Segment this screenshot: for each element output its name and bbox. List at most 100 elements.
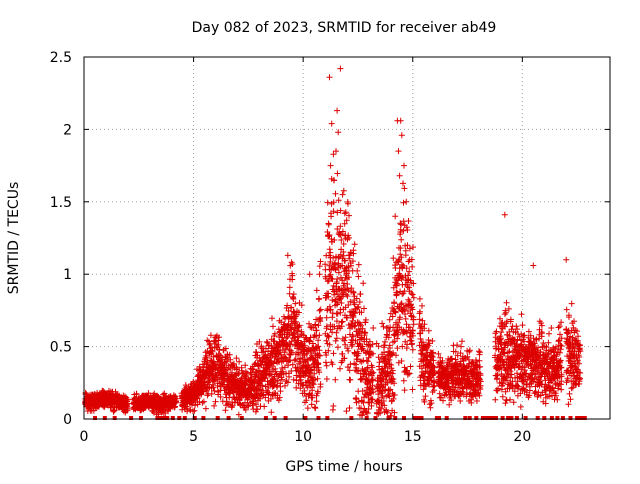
data-point (303, 397, 310, 404)
data-point (325, 347, 332, 354)
y-tick-label: 1.5 (50, 195, 72, 211)
data-point (286, 373, 292, 380)
data-point (334, 344, 341, 351)
data-point (341, 337, 348, 344)
data-point (330, 350, 337, 357)
data-point (345, 302, 352, 308)
data-point (350, 289, 357, 296)
data-point (315, 337, 322, 344)
data-point (227, 356, 234, 363)
data-point (323, 352, 330, 358)
data-point (330, 151, 337, 158)
data-point (209, 381, 216, 388)
data-point (332, 376, 339, 383)
data-point (340, 252, 347, 259)
data-point (316, 307, 323, 314)
data-point (282, 382, 288, 389)
data-point (215, 341, 222, 348)
data-point (314, 375, 321, 382)
data-point (235, 371, 242, 377)
data-point (193, 394, 200, 401)
data-point (348, 336, 355, 343)
data-point (342, 257, 349, 264)
data-point (284, 302, 291, 309)
data-point (236, 358, 243, 365)
data-point (339, 277, 346, 284)
data-point (344, 314, 351, 321)
data-point (285, 307, 292, 314)
data-point (339, 318, 346, 325)
data-point (315, 343, 322, 350)
data-point (328, 213, 335, 220)
data-point (232, 371, 239, 378)
data-point (285, 321, 292, 327)
data-point (340, 241, 347, 247)
data-points (82, 65, 587, 420)
data-point (334, 291, 341, 297)
data-point (200, 398, 207, 405)
data-point (271, 330, 278, 337)
data-point (338, 323, 345, 330)
data-point (290, 376, 297, 383)
data-point (305, 379, 312, 385)
data-point (222, 345, 229, 352)
data-point (315, 322, 322, 329)
y-axis-label: SRMTID / TECUs (6, 182, 22, 295)
data-point (192, 402, 198, 409)
data-point (208, 390, 215, 397)
data-point (341, 355, 348, 362)
data-point (327, 306, 334, 313)
grid-lines (84, 57, 610, 419)
data-point (334, 209, 341, 216)
data-point (210, 358, 217, 365)
data-point (313, 333, 320, 339)
data-point (316, 369, 323, 376)
data-point (351, 301, 358, 308)
data-point (347, 376, 354, 383)
data-point (124, 396, 131, 403)
y-tick-label: 2 (63, 122, 72, 138)
data-point (343, 286, 349, 293)
data-point (308, 366, 315, 373)
data-point (342, 334, 349, 341)
data-point (346, 405, 353, 411)
data-point (322, 359, 329, 366)
data-point (211, 402, 218, 409)
data-point (324, 332, 331, 339)
data-point (343, 217, 350, 224)
data-point (317, 314, 324, 321)
data-point (250, 366, 257, 373)
data-point (346, 331, 353, 338)
data-point (259, 382, 266, 389)
y-tick-label: 1 (63, 267, 72, 283)
data-point (191, 407, 198, 414)
data-point (348, 262, 354, 269)
data-point (295, 337, 302, 344)
x-tick-label: 15 (404, 429, 422, 445)
data-point (211, 387, 218, 394)
data-point (207, 332, 214, 339)
data-point (311, 376, 318, 383)
data-point (296, 322, 303, 329)
data-point (317, 306, 324, 313)
y-tick-label: 0.5 (50, 340, 72, 356)
data-point (216, 334, 222, 341)
data-point (210, 384, 217, 391)
data-point (312, 405, 319, 412)
data-point (351, 241, 358, 248)
data-point (346, 212, 352, 219)
data-point (323, 323, 330, 330)
data-point (256, 338, 263, 345)
data-point (233, 355, 240, 362)
data-point (289, 261, 296, 268)
data-point (279, 376, 285, 383)
data-point (289, 272, 296, 279)
data-point (345, 200, 351, 207)
data-point (235, 411, 242, 418)
data-point (306, 338, 313, 345)
data-point (311, 370, 318, 377)
data-point (266, 368, 273, 375)
data-point (212, 398, 219, 405)
data-point (313, 398, 320, 405)
data-point (292, 300, 299, 307)
